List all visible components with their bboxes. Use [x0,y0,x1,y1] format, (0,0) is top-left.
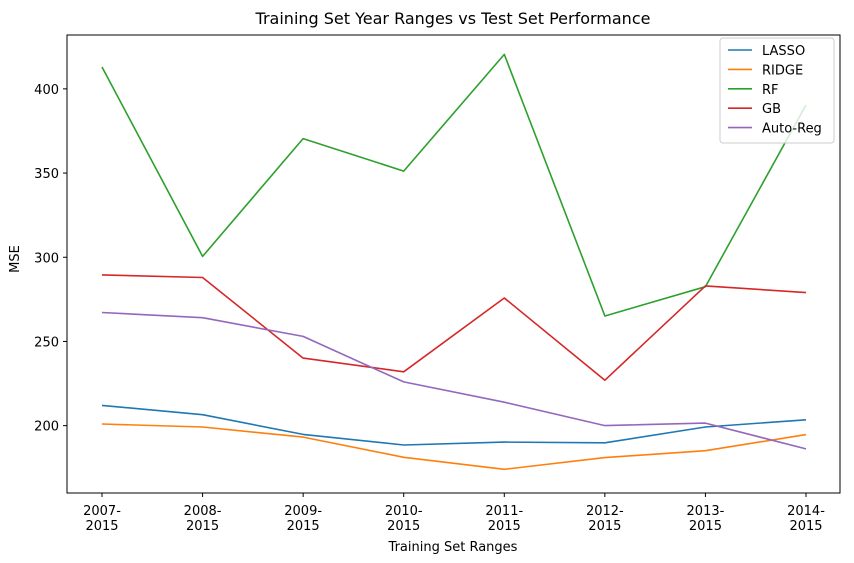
x-axis: 2007-2015 2008-2015 2009-2015 2010-2015 2011… [83,493,825,534]
x-axis-title: Training Set Ranges [388,540,518,555]
y-tick-label: 250 [34,335,59,350]
x-tick-label: 2010-2015 [385,504,423,534]
y-axis-title: MSE [8,245,23,273]
series-line-lasso [101,404,807,446]
legend-label: GB [762,102,781,117]
legend-label: Auto-Reg [762,122,822,137]
legend-box [719,37,835,144]
series-line-auto-reg [101,311,807,450]
legend-label: LASSO [762,44,805,59]
y-tick-label: 350 [34,167,59,182]
x-tick-label: 2012-2015 [586,504,624,534]
series-line-rf [101,53,807,317]
chart-title: Training Set Year Ranges vs Test Set Per… [255,9,651,28]
x-tick-label: 2013-2015 [687,504,725,534]
x-tick-label: 2007-2015 [83,504,121,534]
series-line-gb [101,274,807,382]
legend-label: RIDGE [762,63,803,78]
legend: LASSO RIDGE RF GB Auto-Reg [719,37,835,144]
plot-frame [66,34,841,494]
series-line-ridge [101,423,807,471]
x-tick-label: 2009-2015 [284,504,322,534]
x-tick-label: 2014-2015 [787,504,825,534]
x-tick-label: 2008-2015 [184,504,222,534]
y-tick-label: 300 [34,251,59,266]
y-tick-label: 400 [34,83,59,98]
x-tick-label: 2011-2015 [485,504,523,534]
legend-label: RF [762,83,779,98]
y-axis: 200 250 300 350 400 [34,83,67,435]
y-tick-label: 200 [34,420,59,435]
plot-area [101,53,807,471]
